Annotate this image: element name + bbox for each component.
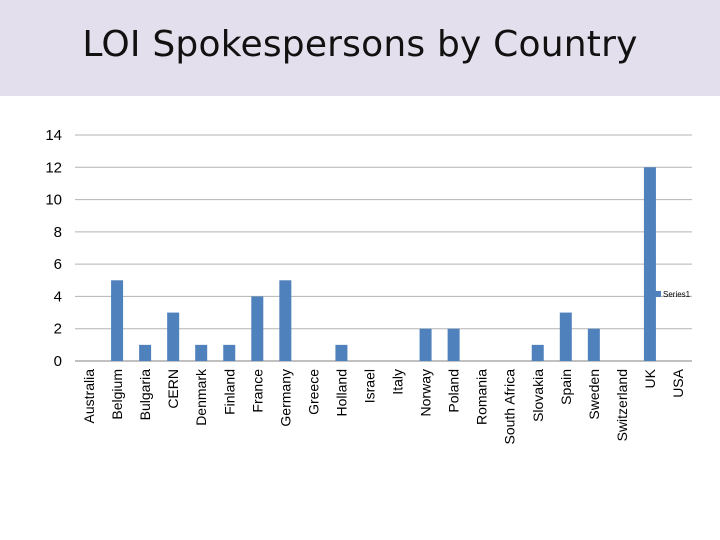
x-category-label-israel: Israel: [361, 369, 377, 403]
bar-denmark: [195, 344, 208, 361]
y-tick-label-10: 10: [45, 192, 62, 209]
x-category-label-usa: USA: [670, 368, 686, 397]
x-category-label-spain: Spain: [558, 369, 574, 405]
x-category-label-switzerland: Switzerland: [614, 369, 630, 441]
x-category-label-norway: Norway: [418, 369, 434, 416]
bar-poland: [447, 328, 460, 361]
bar-germany: [279, 280, 292, 361]
bar-sweden: [587, 328, 600, 361]
bar-norway: [419, 328, 432, 361]
x-category-label-slovakia: Slovakia: [530, 369, 546, 422]
x-category-label-romania: Romania: [474, 369, 490, 425]
legend-label-series1: Series1: [663, 290, 691, 299]
x-axis-category-labels: Australia Belgium Bulgaria CERN Denmark Finla…: [81, 368, 686, 444]
x-category-label-australia: Australia: [81, 369, 97, 424]
bar-bulgaria: [139, 344, 152, 361]
slide-title: LOI Spokespersons by Country: [82, 24, 638, 65]
y-tick-label-4: 4: [54, 288, 62, 305]
bar-finland: [223, 344, 236, 361]
x-category-label-bulgaria: Bulgaria: [137, 369, 153, 421]
bar-france: [251, 296, 264, 361]
x-category-label-italy: Italy: [390, 369, 406, 395]
gridlines: [75, 134, 692, 362]
y-tick-label-0: 0: [54, 353, 62, 370]
bar-uk: [643, 167, 656, 361]
x-category-label-holland: Holland: [333, 369, 349, 416]
x-category-label-sweden: Sweden: [586, 369, 602, 420]
y-tick-label-6: 6: [54, 256, 62, 273]
y-tick-label-8: 8: [54, 224, 62, 241]
x-category-label-finland: Finland: [221, 369, 237, 415]
title-band: [0, 0, 720, 96]
bar-cern: [167, 312, 180, 361]
y-axis-tick-labels: 0 2 4 6 8 10 12 14: [45, 127, 62, 370]
bar-slovakia: [531, 344, 544, 361]
legend: Series1: [655, 290, 691, 299]
y-tick-label-14: 14: [45, 127, 62, 144]
bar-belgium: [111, 280, 124, 361]
x-category-label-uk: UK: [642, 368, 658, 388]
x-category-label-germany: Germany: [277, 369, 293, 427]
x-category-label-greece: Greece: [305, 369, 321, 415]
bars: [111, 167, 656, 361]
x-category-label-poland: Poland: [446, 369, 462, 413]
x-category-label-cern: CERN: [165, 369, 181, 409]
x-category-label-denmark: Denmark: [193, 368, 209, 426]
legend-swatch: [655, 291, 661, 297]
y-tick-label-2: 2: [54, 321, 62, 338]
x-category-label-france: France: [249, 369, 265, 413]
bar-holland: [335, 344, 348, 361]
x-category-label-belgium: Belgium: [109, 369, 125, 420]
bar-spain: [559, 312, 572, 361]
y-tick-label-12: 12: [45, 159, 62, 176]
x-category-label-south-africa: South Africa: [502, 369, 518, 445]
